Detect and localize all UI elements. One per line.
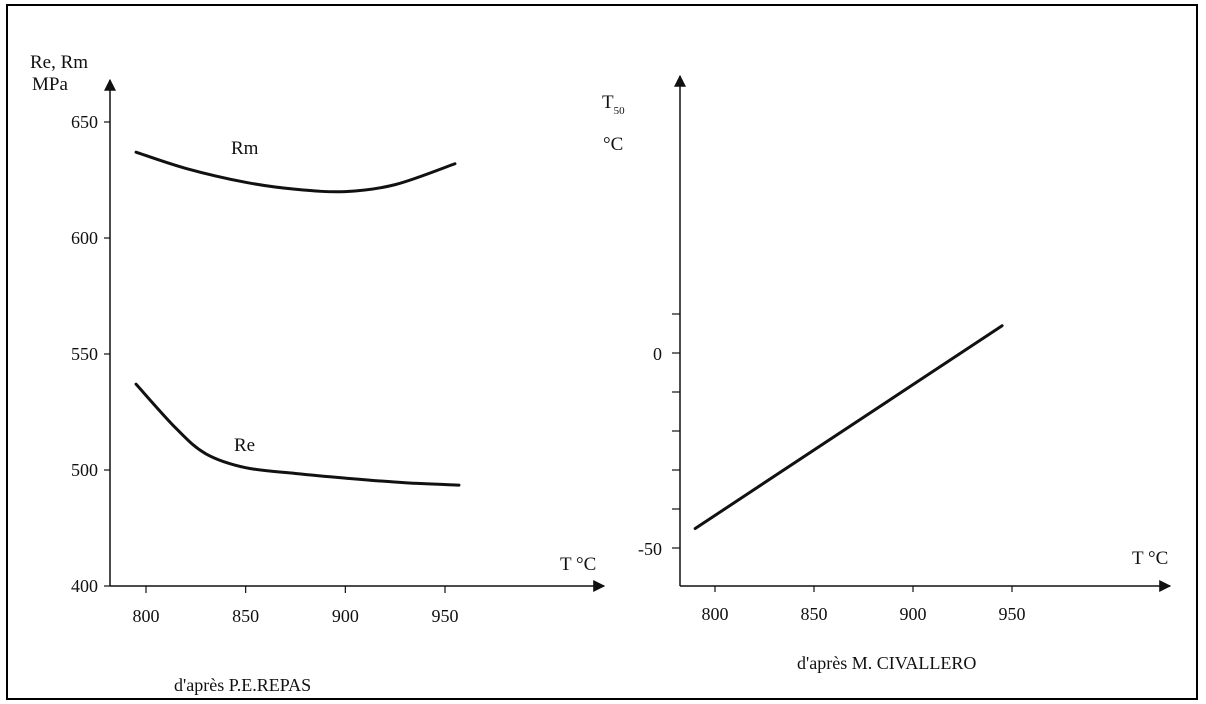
left-series xyxy=(134,150,461,487)
left-x-tick-label: 800 xyxy=(133,606,160,626)
left-x-tick-label: 950 xyxy=(432,606,459,626)
right-y-tick-label: 0 xyxy=(653,344,662,364)
left-y-ticks: 400 500 550 600 650 xyxy=(71,112,110,596)
left-y-tick-label: 650 xyxy=(71,112,98,132)
right-x-ticks: 800 850 900 950 xyxy=(702,586,1026,624)
left-x-ticks: 800 850 900 950 xyxy=(133,586,459,626)
series-label-rm: Rm xyxy=(231,138,259,159)
right-y-label-1: T50 xyxy=(602,92,625,117)
right-series xyxy=(693,324,1004,530)
right-x-tick-label: 800 xyxy=(702,604,729,624)
right-x-tick-label: 950 xyxy=(999,604,1026,624)
right-x-tick-label: 850 xyxy=(801,604,828,624)
left-x-label: T °C xyxy=(560,554,596,575)
right-y-tick-label: -50 xyxy=(638,539,662,559)
left-y-tick-label: 500 xyxy=(71,460,98,480)
left-x-tick-label: 850 xyxy=(232,606,259,626)
left-y-label-1: Re, Rm xyxy=(30,52,88,73)
left-y-tick-label: 550 xyxy=(71,344,98,364)
left-y-tick-label: 600 xyxy=(71,228,98,248)
right-y-label-2: °C xyxy=(603,134,623,155)
series-line-rm xyxy=(134,150,457,194)
left-x-tick-label: 900 xyxy=(332,606,359,626)
right-source: d'après M. CIVALLERO xyxy=(797,653,976,673)
right-y-ticks: -50 0 xyxy=(638,313,680,559)
series-line-re xyxy=(134,382,461,487)
left-source: d'après P.E.REPAS xyxy=(174,675,311,695)
left-y-label-2: MPa xyxy=(32,74,68,95)
series-line-t50 xyxy=(693,324,1004,530)
right-x-tick-label: 900 xyxy=(900,604,927,624)
series-label-re: Re xyxy=(234,435,255,456)
right-x-label: T °C xyxy=(1132,548,1168,569)
right-chart: -50 0 800 850 900 950 T50 °C T °C d'après M.… xyxy=(602,74,1172,673)
left-y-tick-label: 400 xyxy=(71,576,98,596)
